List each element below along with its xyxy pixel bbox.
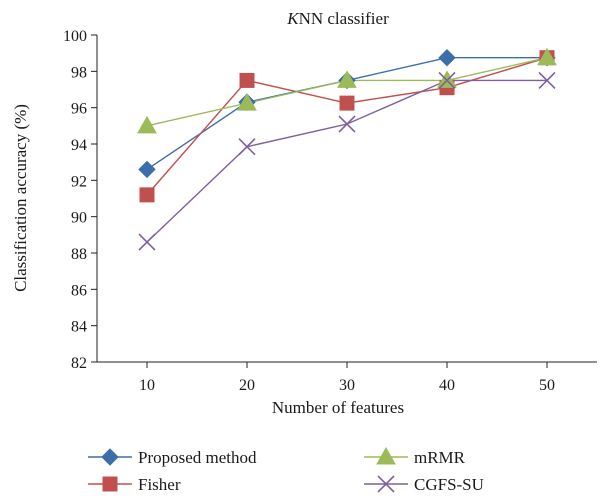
x-tick-label: 50 bbox=[539, 377, 555, 394]
point-cgfs-su bbox=[438, 71, 456, 89]
x-axis-label: Number of features bbox=[272, 398, 404, 417]
y-tick-label: 96 bbox=[71, 101, 87, 118]
point-fisher bbox=[139, 187, 155, 203]
legend-item-cgfs-su: CGFS-SU bbox=[364, 475, 484, 494]
series-markers bbox=[137, 47, 557, 251]
y-ticks: 82 84 86 88 90 92 94 96 98 100 bbox=[63, 28, 97, 372]
legend-label: Proposed method bbox=[138, 448, 257, 467]
x-ticks: 10 20 30 40 50 bbox=[139, 362, 555, 394]
y-tick-label: 86 bbox=[71, 282, 87, 299]
point-cgfs-su bbox=[538, 71, 556, 89]
point-proposed-method bbox=[138, 160, 156, 179]
point-mrmr bbox=[237, 93, 257, 111]
y-tick-label: 92 bbox=[71, 173, 87, 190]
legend-marker-proposed-method bbox=[101, 448, 119, 466]
legend-marker-mrmr bbox=[376, 446, 396, 465]
y-tick-label: 84 bbox=[71, 319, 87, 336]
legend-item-mrmr: mRMR bbox=[364, 446, 466, 467]
legend-item-proposed-method: Proposed method bbox=[88, 448, 257, 467]
x-tick-label: 30 bbox=[339, 377, 355, 394]
legend-item-fisher: Fisher bbox=[88, 475, 181, 494]
point-cgfs-su bbox=[338, 115, 356, 133]
legend-marker-cgfs-su bbox=[377, 475, 395, 493]
point-mrmr bbox=[337, 70, 357, 88]
y-tick-label: 98 bbox=[71, 64, 87, 81]
legend-label: mRMR bbox=[414, 448, 466, 467]
legend-marker-fisher bbox=[102, 476, 118, 492]
point-cgfs-su bbox=[138, 233, 156, 251]
chart-title-italic: K bbox=[286, 9, 300, 28]
point-fisher bbox=[239, 72, 255, 88]
x-tick-label: 20 bbox=[239, 377, 255, 394]
point-fisher bbox=[339, 95, 355, 111]
point-cgfs-su bbox=[238, 138, 256, 156]
y-tick-label: 100 bbox=[63, 28, 87, 45]
y-tick-label: 88 bbox=[71, 246, 87, 263]
point-proposed-method bbox=[438, 49, 456, 67]
y-axis-label: Classification accuracy (%) bbox=[11, 104, 30, 292]
legend-label: Fisher bbox=[138, 475, 181, 494]
point-mrmr bbox=[137, 115, 157, 134]
chart-title-rest: NN classifier bbox=[299, 9, 390, 28]
chart-title: KNN classifier bbox=[286, 9, 389, 28]
x-tick-label: 40 bbox=[439, 377, 455, 394]
legend: Proposed method Fisher mRMR CGFS-SU bbox=[88, 446, 484, 494]
y-tick-label: 82 bbox=[71, 355, 87, 372]
y-tick-label: 94 bbox=[71, 137, 87, 154]
point-mrmr bbox=[537, 47, 557, 66]
legend-label: CGFS-SU bbox=[414, 475, 484, 494]
x-tick-label: 10 bbox=[139, 377, 155, 394]
y-tick-label: 90 bbox=[71, 210, 87, 227]
